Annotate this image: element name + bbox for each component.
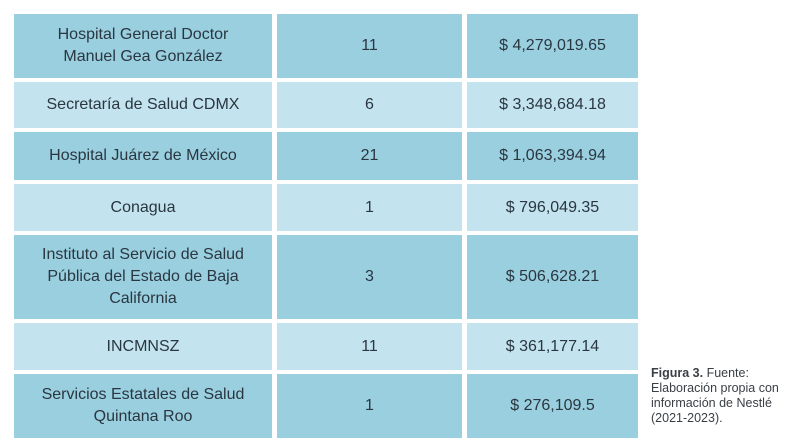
amount-cell: $ 4,279,019.65 (467, 14, 638, 78)
amount-cell: $ 276,109.5 (467, 374, 638, 438)
amount-cell: $ 506,628.21 (467, 235, 638, 319)
count-cell: 1 (277, 184, 462, 231)
figure-caption: Figura 3. Fuente: Elaboración propia con… (651, 366, 783, 426)
table-row: Hospital General Doctor Manuel Gea Gonzá… (14, 14, 638, 78)
table-row: Instituto al Servicio de Salud Pública d… (14, 235, 638, 319)
data-table: Hospital General Doctor Manuel Gea Gonzá… (9, 10, 643, 442)
data-table-container: Hospital General Doctor Manuel Gea Gonzá… (14, 14, 638, 438)
count-cell: 11 (277, 14, 462, 78)
amount-cell: $ 1,063,394.94 (467, 132, 638, 180)
table-row: INCMNSZ 11 $ 361,177.14 (14, 323, 638, 370)
institution-cell: INCMNSZ (14, 323, 272, 370)
count-cell: 6 (277, 82, 462, 128)
institution-cell: Conagua (14, 184, 272, 231)
count-cell: 3 (277, 235, 462, 319)
amount-cell: $ 796,049.35 (467, 184, 638, 231)
institution-cell: Secretaría de Salud CDMX (14, 82, 272, 128)
figure-label: Figura 3. (651, 366, 704, 380)
institution-cell: Instituto al Servicio de Salud Pública d… (14, 235, 272, 319)
table-row: Servicios Estatales de Salud Quintana Ro… (14, 374, 638, 438)
count-cell: 1 (277, 374, 462, 438)
institution-cell: Hospital General Doctor Manuel Gea Gonzá… (14, 14, 272, 78)
amount-cell: $ 361,177.14 (467, 323, 638, 370)
table-row: Conagua 1 $ 796,049.35 (14, 184, 638, 231)
count-cell: 21 (277, 132, 462, 180)
amount-cell: $ 3,348,684.18 (467, 82, 638, 128)
figure-caption-text: Fuente: Elaboración propia con informaci… (651, 366, 779, 425)
institution-cell: Hospital Juárez de México (14, 132, 272, 180)
institution-cell: Servicios Estatales de Salud Quintana Ro… (14, 374, 272, 438)
count-cell: 11 (277, 323, 462, 370)
table-row: Secretaría de Salud CDMX 6 $ 3,348,684.1… (14, 82, 638, 128)
table-row: Hospital Juárez de México 21 $ 1,063,394… (14, 132, 638, 180)
